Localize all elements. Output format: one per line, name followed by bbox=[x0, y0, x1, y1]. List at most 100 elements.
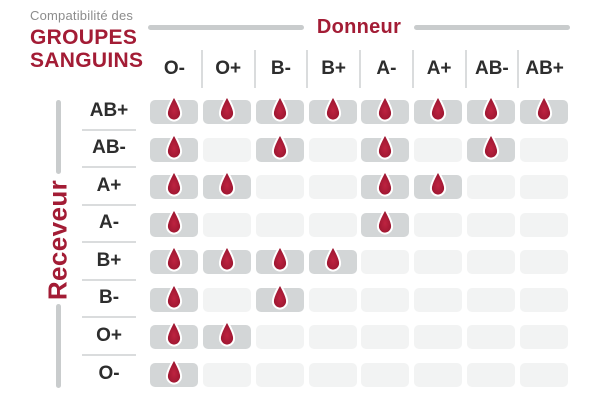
incompatible-pill bbox=[466, 287, 515, 312]
blood-drop-icon bbox=[271, 132, 288, 160]
donor-axis-line-left bbox=[148, 24, 304, 30]
incompatible-pill bbox=[361, 362, 410, 387]
cell-receiver-AB--donor-O+ bbox=[201, 131, 254, 169]
donor-col-header-O+: O+ bbox=[200, 50, 254, 88]
cell-receiver-A+-donor-A- bbox=[359, 168, 412, 206]
cell-receiver-A--donor-A- bbox=[359, 206, 412, 244]
cell-receiver-AB--donor-O- bbox=[148, 131, 201, 169]
incompatible-pill bbox=[361, 287, 410, 312]
blood-drop-icon bbox=[219, 170, 236, 197]
cell-receiver-O--donor-A- bbox=[359, 356, 412, 394]
chart-title-block: Compatibilité des GROUPES SANGUINS bbox=[30, 8, 143, 72]
cell-receiver-B+-donor-O+ bbox=[201, 243, 254, 281]
blood-drop-icon bbox=[166, 320, 183, 347]
donor-column-headers: O- O+ B- B+ A- A+ AB- AB+ bbox=[148, 50, 570, 88]
receiver-axis-line-top bbox=[56, 100, 61, 174]
cell-receiver-O+-donor-O+ bbox=[201, 318, 254, 356]
incompatible-pill bbox=[203, 362, 252, 387]
cell-receiver-B--donor-AB- bbox=[465, 281, 518, 319]
incompatible-pill bbox=[519, 362, 568, 387]
cell-receiver-A--donor-O+ bbox=[201, 206, 254, 244]
incompatible-pill bbox=[308, 137, 357, 162]
incompatible-pill bbox=[203, 212, 252, 237]
incompatible-pill bbox=[466, 175, 515, 199]
cell-receiver-A+-donor-O- bbox=[148, 168, 201, 206]
blood-drop-icon bbox=[271, 95, 288, 122]
cell-receiver-B--donor-AB+ bbox=[517, 281, 570, 319]
cell-receiver-AB+-donor-A+ bbox=[412, 93, 465, 131]
receiver-row-label-O+: O+ bbox=[82, 318, 136, 356]
cell-receiver-AB+-donor-B+ bbox=[306, 93, 359, 131]
cell-receiver-AB+-donor-AB- bbox=[465, 93, 518, 131]
receiver-row-label-B-: B- bbox=[82, 281, 136, 318]
cell-receiver-AB--donor-B- bbox=[254, 131, 307, 169]
incompatible-pill bbox=[308, 287, 357, 312]
cell-receiver-AB+-donor-B- bbox=[254, 93, 307, 131]
receiver-row-label-A-: A- bbox=[82, 206, 136, 243]
cell-receiver-AB--donor-AB+ bbox=[517, 131, 570, 169]
blood-drop-icon bbox=[271, 245, 288, 272]
receiver-axis-label: Receveur bbox=[42, 179, 73, 301]
donor-col-header-AB+: AB+ bbox=[517, 50, 570, 88]
incompatible-pill bbox=[466, 325, 515, 349]
cell-receiver-A--donor-B+ bbox=[306, 206, 359, 244]
blood-drop-icon bbox=[377, 170, 394, 197]
donor-col-header-O-: O- bbox=[163, 58, 185, 79]
chart-title-line2: SANGUINS bbox=[30, 49, 144, 72]
incompatible-pill bbox=[308, 212, 357, 237]
incompatible-pill bbox=[519, 212, 568, 237]
cell-receiver-O--donor-B+ bbox=[306, 356, 359, 394]
chart-subtitle: Compatibilité des bbox=[30, 8, 134, 23]
incompatible-pill bbox=[519, 287, 568, 312]
cell-receiver-A--donor-AB+ bbox=[517, 206, 570, 244]
blood-drop-icon bbox=[166, 282, 183, 310]
incompatible-pill bbox=[466, 362, 515, 387]
cell-receiver-A--donor-AB- bbox=[465, 206, 518, 244]
incompatible-pill bbox=[519, 325, 568, 349]
donor-col-header-A+: A+ bbox=[411, 50, 465, 88]
incompatible-pill bbox=[466, 250, 515, 274]
cell-receiver-O+-donor-B+ bbox=[306, 318, 359, 356]
blood-drop-icon bbox=[482, 95, 499, 122]
cell-receiver-B--donor-B+ bbox=[306, 281, 359, 319]
blood-drop-icon bbox=[271, 282, 288, 310]
cell-receiver-O--donor-O- bbox=[148, 356, 201, 394]
blood-drop-icon bbox=[166, 245, 183, 272]
cell-receiver-AB+-donor-O- bbox=[148, 93, 201, 131]
cell-receiver-A--donor-A+ bbox=[412, 206, 465, 244]
receiver-row-label-AB+: AB+ bbox=[82, 93, 136, 131]
cell-receiver-O--donor-O+ bbox=[201, 356, 254, 394]
incompatible-pill bbox=[414, 212, 463, 237]
incompatible-pill bbox=[519, 250, 568, 274]
cell-receiver-A+-donor-AB- bbox=[465, 168, 518, 206]
cell-receiver-AB--donor-A- bbox=[359, 131, 412, 169]
donor-col-header-B+: B+ bbox=[306, 50, 359, 88]
blood-drop-icon bbox=[377, 95, 394, 122]
donor-col-header-B-: B- bbox=[253, 50, 307, 88]
donor-col-header-AB-: AB- bbox=[464, 50, 518, 88]
blood-drop-icon bbox=[482, 132, 499, 160]
cell-receiver-AB--donor-A+ bbox=[412, 131, 465, 169]
cell-receiver-B--donor-O+ bbox=[201, 281, 254, 319]
cell-receiver-O--donor-B- bbox=[254, 356, 307, 394]
incompatible-pill bbox=[308, 175, 357, 199]
cell-receiver-B+-donor-B+ bbox=[306, 243, 359, 281]
cell-receiver-B--donor-A+ bbox=[412, 281, 465, 319]
cell-receiver-B+-donor-A- bbox=[359, 243, 412, 281]
incompatible-pill bbox=[414, 362, 463, 387]
cell-receiver-AB+-donor-O+ bbox=[201, 93, 254, 131]
cell-receiver-A--donor-B- bbox=[254, 206, 307, 244]
cell-receiver-A+-donor-AB+ bbox=[517, 168, 570, 206]
incompatible-pill bbox=[414, 137, 463, 162]
incompatible-pill bbox=[414, 325, 463, 349]
blood-drop-icon bbox=[324, 245, 341, 272]
incompatible-pill bbox=[255, 325, 304, 349]
cell-receiver-B+-donor-O- bbox=[148, 243, 201, 281]
cell-receiver-AB+-donor-AB+ bbox=[517, 93, 570, 131]
incompatible-pill bbox=[308, 362, 357, 387]
blood-drop-icon bbox=[219, 245, 236, 272]
blood-drop-icon bbox=[430, 95, 447, 122]
blood-drop-icon bbox=[377, 132, 394, 160]
incompatible-pill bbox=[414, 250, 463, 274]
